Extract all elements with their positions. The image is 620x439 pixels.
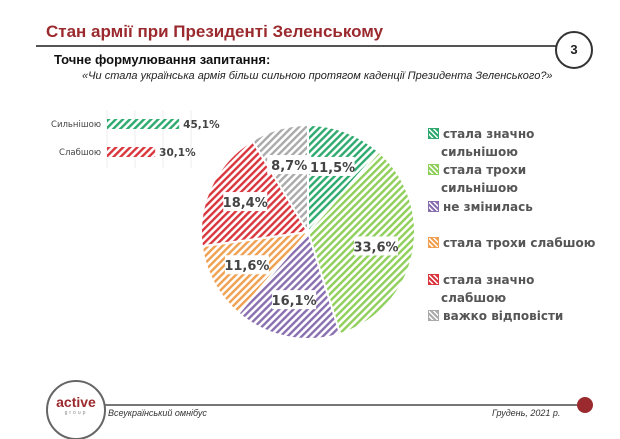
subtitle: Точне формулювання запитання: [54, 52, 271, 67]
legend-item: стала значно сильнішою [428, 125, 541, 161]
legend-label: стала трохи слабшою [443, 236, 596, 250]
footer-survey-name: Всеукраїнський омнібус [108, 408, 207, 418]
slice-label-bg [223, 192, 268, 212]
bar [107, 147, 156, 157]
slice-label: 11,6% [224, 259, 269, 274]
legend-label: не змінилась [443, 200, 533, 214]
bar-category-label: Слабшою [59, 148, 101, 158]
slice-label: 33,6% [353, 240, 398, 255]
bar-category-label: Сильнішою [51, 120, 101, 130]
footer-date: Грудень, 2021 р. [492, 408, 561, 418]
page-number: 3 [555, 31, 593, 69]
slice-label: 16,1% [272, 294, 317, 309]
logo: active group [46, 380, 106, 439]
pie-slice [307, 123, 381, 235]
pie-slice [237, 229, 342, 340]
slide-title: Стан армії при Президенті Зеленському [46, 22, 384, 41]
legend-swatch-icon [428, 164, 439, 175]
logo-text: active [56, 394, 96, 410]
bar [107, 119, 180, 129]
decorative-dot [577, 397, 593, 413]
legend-item: стала трохи слабшою [428, 234, 601, 252]
slice-label: 11,5% [310, 161, 355, 176]
legend-item: стала значно слабшою [428, 271, 541, 307]
legend-swatch-icon [428, 201, 439, 212]
question-text: «Чи стала українська армія більш сильною… [82, 70, 553, 82]
bar-value-label: 30,1% [159, 147, 196, 159]
header-divider [36, 45, 560, 47]
slice-label-bg [224, 255, 269, 275]
legend-label: важко відповісти [443, 309, 564, 323]
slice-label: 8,7% [271, 159, 307, 174]
legend-label: стала значно слабшою [441, 273, 535, 305]
legend-label: стала трохи сильнішою [441, 163, 527, 195]
legend-label: стала значно сильнішою [441, 127, 535, 159]
legend-swatch-icon [428, 128, 439, 139]
legend-item: стала трохи сильнішою [428, 161, 541, 197]
bar-value-label: 45,1% [183, 119, 220, 131]
legend-swatch-icon [428, 237, 439, 248]
pie-slice [250, 123, 309, 236]
legend-item: не змінилась [428, 198, 541, 216]
logo-subtext: group [64, 410, 88, 416]
slice-label-bg [354, 236, 399, 256]
slice-label-bg [310, 156, 355, 176]
footer-divider [100, 404, 580, 406]
legend-swatch-icon [428, 274, 439, 285]
legend-item: важко відповісти [428, 307, 601, 325]
slice-label: 18,4% [223, 196, 268, 211]
slice-label-bg [267, 155, 312, 175]
legend-swatch-icon [428, 310, 439, 321]
slice-label-bg [272, 290, 317, 310]
